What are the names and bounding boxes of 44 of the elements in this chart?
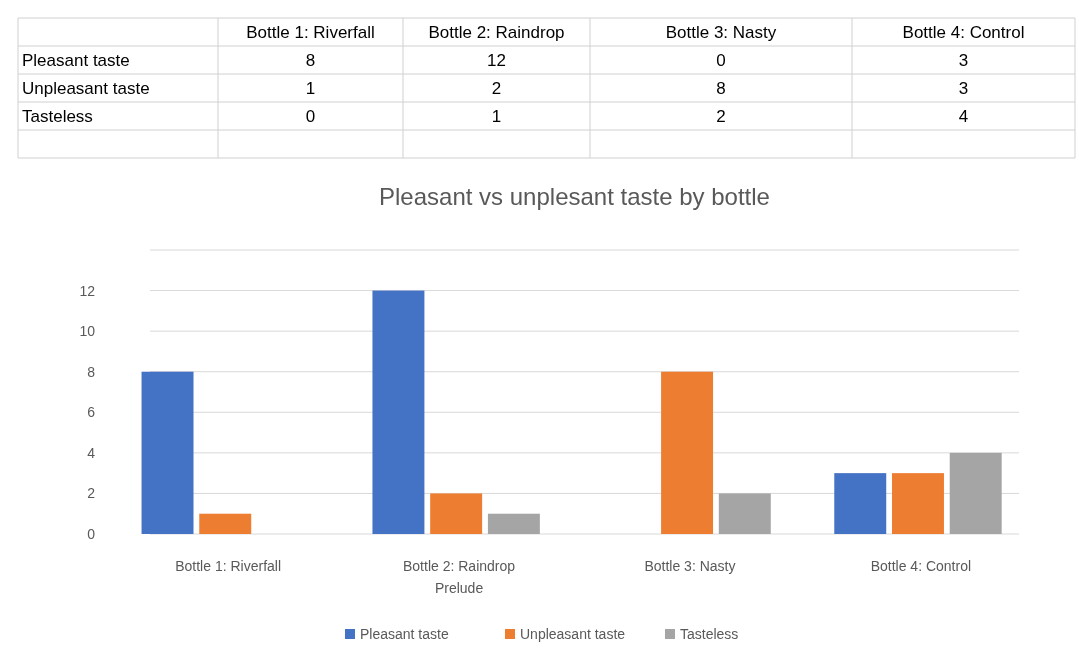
y-tick-label: Pleasant taste xyxy=(22,51,130,70)
bar xyxy=(949,452,1002,534)
bar xyxy=(718,493,771,534)
y-tick-label: 4 xyxy=(87,444,96,461)
data-label: 2 xyxy=(491,79,502,98)
y-tick-label: 0 xyxy=(87,526,96,542)
data-label: 2 xyxy=(716,107,726,126)
x-tick-label: Bottle 2: Raindrop xyxy=(428,23,565,42)
x-tick-label: Bottle 1: Riverfall xyxy=(246,23,375,42)
bar xyxy=(892,473,944,534)
bar xyxy=(487,513,540,534)
x-tick-label: Bottle 4: Control xyxy=(902,23,1025,42)
legend-label: Unpleasant taste xyxy=(520,626,626,642)
y-tick-label: Unpleasant taste xyxy=(22,79,150,98)
data-label: 3 xyxy=(958,79,969,98)
bar xyxy=(834,473,887,534)
data-label: 0 xyxy=(305,107,316,126)
data-label: 8 xyxy=(716,79,726,98)
y-tick-label: 8 xyxy=(87,363,96,380)
bar xyxy=(430,493,483,534)
data-label: 8 xyxy=(305,51,316,70)
data-label: 4 xyxy=(958,107,969,126)
data-label: 3 xyxy=(958,51,969,70)
legend-label: Tasteless xyxy=(680,626,739,642)
bar xyxy=(141,371,194,534)
y-tick-label: 12 xyxy=(79,282,96,299)
data-label: 12 xyxy=(487,51,506,70)
y-tick-label: 10 xyxy=(79,323,96,340)
x-tick-label: Bottle 3: Nasty xyxy=(644,558,736,574)
y-tick-label: 6 xyxy=(87,404,96,421)
data-label: 0 xyxy=(716,51,726,70)
x-tick-label: Bottle 4: Control xyxy=(870,558,972,574)
y-tick-label: Tasteless xyxy=(22,107,93,126)
chart-title: Pleasant vs unplesant taste by bottle xyxy=(379,183,770,210)
legend-label: Pleasant taste xyxy=(360,626,449,642)
bar xyxy=(661,371,714,534)
data-label: 1 xyxy=(491,107,502,126)
bar xyxy=(372,290,425,534)
y-tick-label: 2 xyxy=(87,485,96,502)
x-tick-label: Bottle 1: Riverfall xyxy=(175,558,282,574)
bar xyxy=(199,513,252,534)
data-label: 1 xyxy=(305,79,316,98)
x-tick-label: Bottle 2: Raindrop Prelude xyxy=(403,558,516,596)
x-tick-label: Bottle 3: Nasty xyxy=(665,23,777,42)
